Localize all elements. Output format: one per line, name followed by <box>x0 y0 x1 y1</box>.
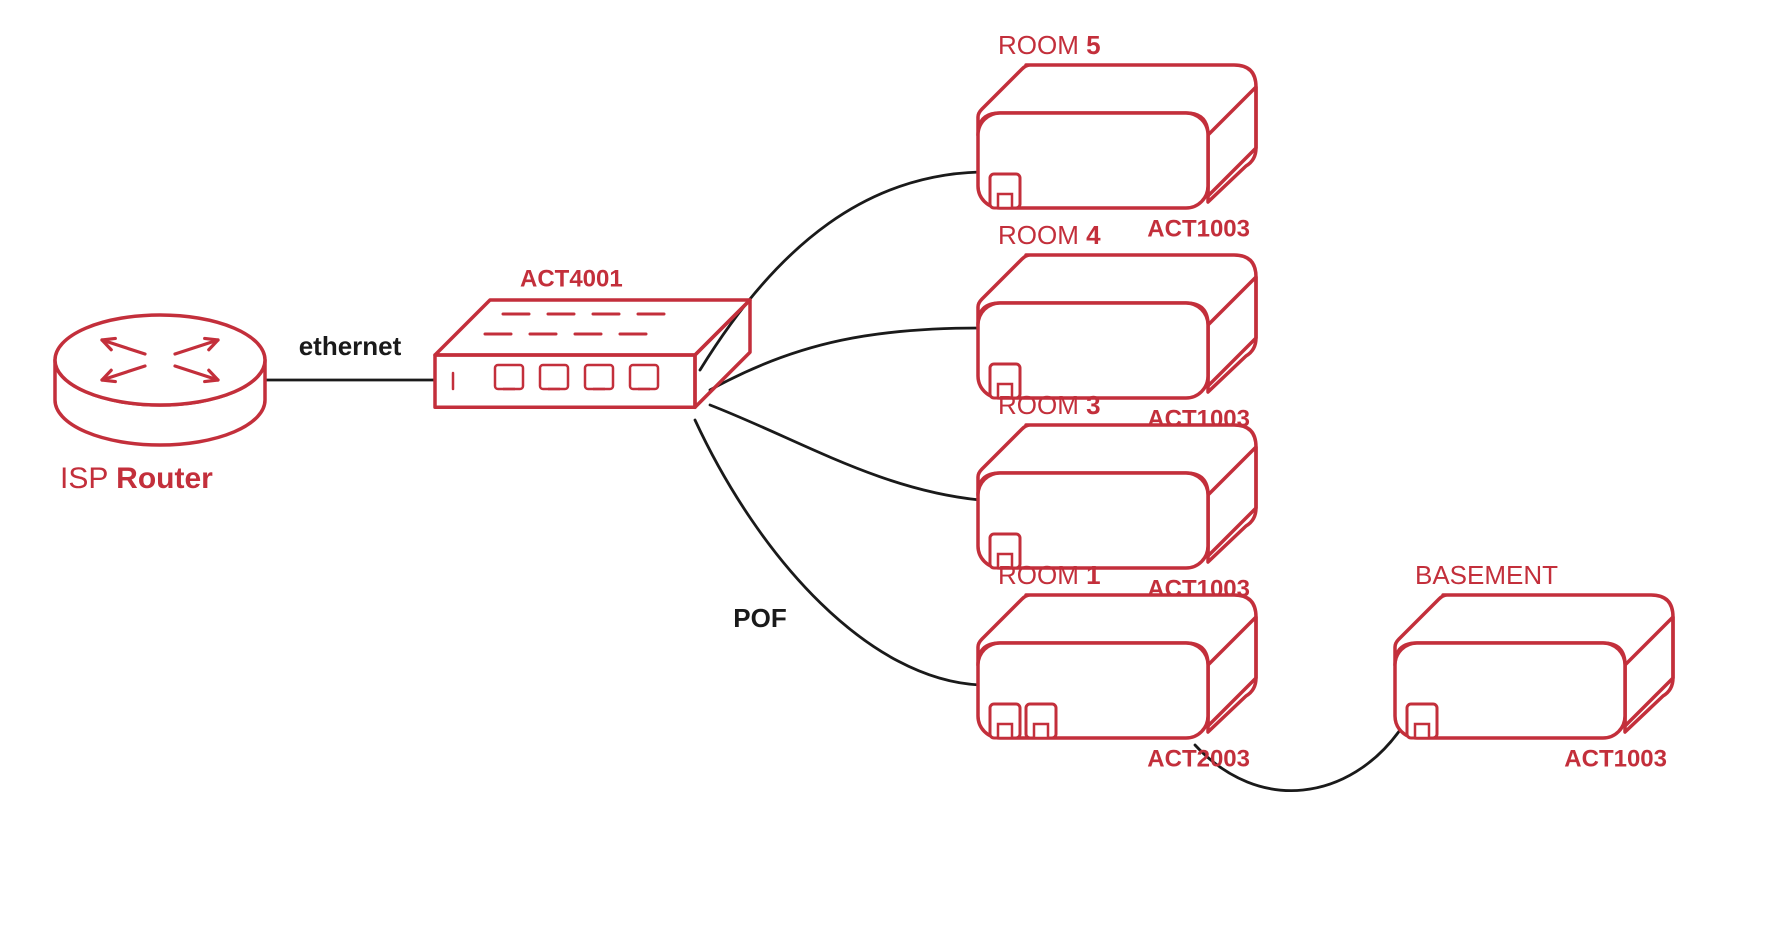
model-label-basement: ACT1003 <box>1564 745 1667 772</box>
isp-router-label: ISP Router <box>60 462 213 495</box>
edge-label-pof: POF <box>733 603 786 633</box>
room-label-room3: ROOM 3 <box>998 390 1101 420</box>
model-label-room4: ACT1003 <box>1147 405 1250 432</box>
model-label-room1: ACT2003 <box>1147 745 1250 772</box>
isp-router: ISP Router <box>55 315 265 495</box>
room-label-room5: ROOM 5 <box>998 30 1101 60</box>
edge-label-ethernet: ethernet <box>299 331 402 361</box>
device-basement: BASEMENT ACT1003 <box>1395 560 1673 772</box>
room-label-room4: ROOM 4 <box>998 220 1101 250</box>
network-diagram: ethernet POF ISP Router ACT4001 ROOM 5 ACT100… <box>0 0 1792 928</box>
device-room5: ROOM 5 ACT1003 <box>978 30 1256 242</box>
switch-act4001: ACT4001 <box>435 265 750 407</box>
edges-group: ethernet POF <box>265 172 1400 791</box>
edge-switch-room3 <box>710 405 980 500</box>
switch-label: ACT4001 <box>520 265 623 292</box>
room-label-room1: ROOM 1 <box>998 560 1101 590</box>
room-label-basement: BASEMENT <box>1415 560 1558 590</box>
model-label-room3: ACT1003 <box>1147 575 1250 602</box>
model-label-room5: ACT1003 <box>1147 215 1250 242</box>
